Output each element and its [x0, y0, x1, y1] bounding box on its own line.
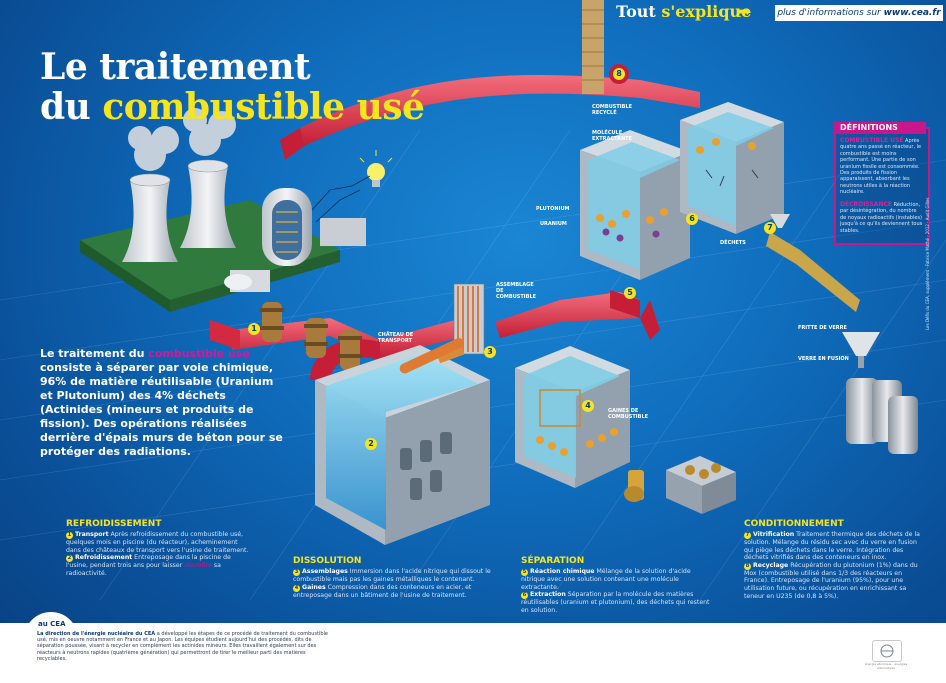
desc-refroidissement-highlight: décroître [184, 562, 212, 570]
separation-tank-2 [680, 102, 784, 234]
chimney [582, 0, 604, 94]
label-combustible-recycle: COMBUSTIBLE RECYCLÉ [592, 104, 633, 116]
label-dechets: DÉCHETS [720, 240, 746, 246]
desc-transport: Après refroidissement du combustible usé… [66, 531, 249, 554]
term-reaction-chimique: Réaction chimique [530, 568, 595, 575]
definition-text-1: Après quatre ans passé en réacteur, le c… [840, 138, 922, 196]
footer-tab-circle [24, 612, 78, 666]
label-fritte: FRITTE DE VERRE [798, 325, 847, 331]
step-badge-1: 1 [66, 532, 73, 539]
desc-vitrification: Traitement thermique des déchets de la s… [744, 531, 920, 562]
brand-title: Tout s'explique [616, 2, 751, 21]
step-badge-2: 2 [66, 555, 73, 563]
title-highlight: combustible usé [102, 86, 425, 128]
section-text-refroidissement: 1 Transport Après refroidissement du comb… [66, 531, 254, 577]
section-title-separation: SÉPARATION [521, 556, 585, 566]
intro-part1: Le traitement du [40, 347, 149, 360]
definition-term-1: COMBUSTIBLE USÉ [840, 137, 904, 144]
intro-highlight: combustible usé [148, 347, 250, 360]
section-text-separation: 5 Réaction chimique Mélange de la solutio… [521, 568, 713, 614]
step-number-6: 6 [686, 213, 698, 225]
label-gaines: GAINES DE COMBUSTIBLE [608, 408, 649, 420]
credit-line: Les Défis du CEA, supplément · Fabrice M… [925, 197, 930, 330]
step-number-2: 2 [365, 438, 377, 450]
cea-logo-caption: énergie atomique · énergies alternatives [864, 662, 908, 670]
reactor-site [80, 108, 393, 312]
step-number-7: 7 [764, 222, 776, 234]
more-info-link[interactable]: plus d'informations sur www.cea.fr [775, 5, 943, 21]
section-title-refroidissement: REFROIDISSEMENT [66, 519, 162, 529]
label-verre-fusion: VERRE EN FUSION [798, 356, 849, 362]
term-extraction: Extraction [530, 591, 566, 599]
desc-recyclage: Récupération du plutonium (1%) dans du M… [744, 561, 918, 600]
step-number-1: 1 [248, 323, 260, 335]
label-plutonium: PLUTONIUM [536, 206, 570, 212]
cea-logo-icon [872, 640, 902, 662]
desc-refroidissement-a: Entreposage dans la piscine de l'usine, … [66, 554, 231, 570]
step-number-3: 3 [484, 346, 496, 358]
more-info-text: plus d'informations sur [777, 8, 884, 18]
page-title-line1: Le traitement [40, 46, 311, 88]
definitions-heading: DÉFINITIONS [834, 122, 926, 134]
step-badge-5: 5 [521, 569, 528, 576]
cooling-pool [315, 345, 490, 545]
separation-tank-1 [580, 130, 690, 280]
step-number-8: 8 [613, 68, 625, 80]
step-number-5: 5 [624, 287, 636, 299]
section-title-dissolution: DISSOLUTION [293, 556, 362, 566]
label-assemblage: ASSEMBLAGE DE COMBUSTIBLE [496, 282, 537, 300]
footer-band [0, 623, 946, 683]
definitions-body: COMBUSTIBLE USÉ Après quatre ans passé e… [840, 137, 924, 234]
footer-tab-label: au CEA [38, 620, 66, 628]
transport-casks [260, 302, 362, 370]
step-badge-7: 7 [744, 532, 751, 539]
step-badge-4: 4 [293, 584, 300, 592]
step-number-4: 4 [582, 400, 594, 412]
label-molecule-extractante: MOLÉCULE EXTRACTANTE [592, 130, 632, 142]
term-gaines: Gaines [302, 583, 326, 591]
more-info-url: www.cea.fr [883, 8, 941, 18]
desc-extraction: Séparation par la molécule des matières … [521, 591, 710, 614]
label-chateau: CHÂTEAU DE TRANSPORT [378, 332, 414, 344]
term-recyclage: Recyclage [753, 561, 789, 569]
footer-text-body: a développé les étapes de ce procédé de … [37, 631, 329, 662]
intro-paragraph: Le traitement du combustible usé consist… [40, 347, 285, 459]
desc-gaines: Compression dans des conteneurs en acier… [293, 583, 472, 599]
vitrification [770, 214, 918, 454]
section-text-dissolution: 3 Assemblages Immersion dans l'acide nitr… [293, 568, 503, 599]
step-badge-6: 6 [521, 592, 528, 600]
term-refroidissement: Refroidissement [75, 554, 133, 562]
section-title-conditionnement: CONDITIONNEMENT [744, 519, 844, 529]
desc-refroidissement-b: sa radioactivité. [66, 562, 221, 577]
title-prefix: du [40, 86, 103, 128]
page-title-line2: du combustible usé [40, 86, 425, 128]
term-assemblages: Assemblages [302, 568, 348, 575]
fuel-assembly [399, 283, 485, 374]
desc-reaction-chimique: Mélange de la solution d'acide nitrique … [521, 568, 691, 591]
definitions-box: DÉFINITIONS COMBUSTIBLE USÉ Après quatre… [834, 122, 930, 245]
intro-part2: consiste à séparer par voie chimique, 96… [40, 361, 283, 458]
term-transport: Transport [75, 531, 109, 538]
footer-text-bold: La direction de l'énergie nucléaire du C… [37, 631, 156, 637]
brand-part2: s'explique [661, 2, 752, 21]
dissolver-tank [515, 346, 630, 488]
arrow-icon: ➥ [737, 2, 752, 22]
section-text-conditionnement: 7 Vitrification Traitement thermique des … [744, 531, 922, 600]
hull-canisters [624, 456, 736, 514]
definition-term-2: DÉCROISSANCE [840, 201, 892, 209]
step-badge-8: 8 [744, 562, 751, 570]
brand-part1: Tout [616, 2, 662, 21]
desc-assemblages: Immersion dans l'acide nitrique qui diss… [293, 568, 491, 583]
label-uranium: URANIUM [540, 221, 567, 227]
definition-text-2: Réduction, par désintégration, du nombre… [840, 202, 923, 234]
term-vitrification: Vitrification [753, 531, 795, 538]
step-badge-3: 3 [293, 569, 300, 576]
footer-text: La direction de l'énergie nucléaire du C… [37, 631, 332, 662]
